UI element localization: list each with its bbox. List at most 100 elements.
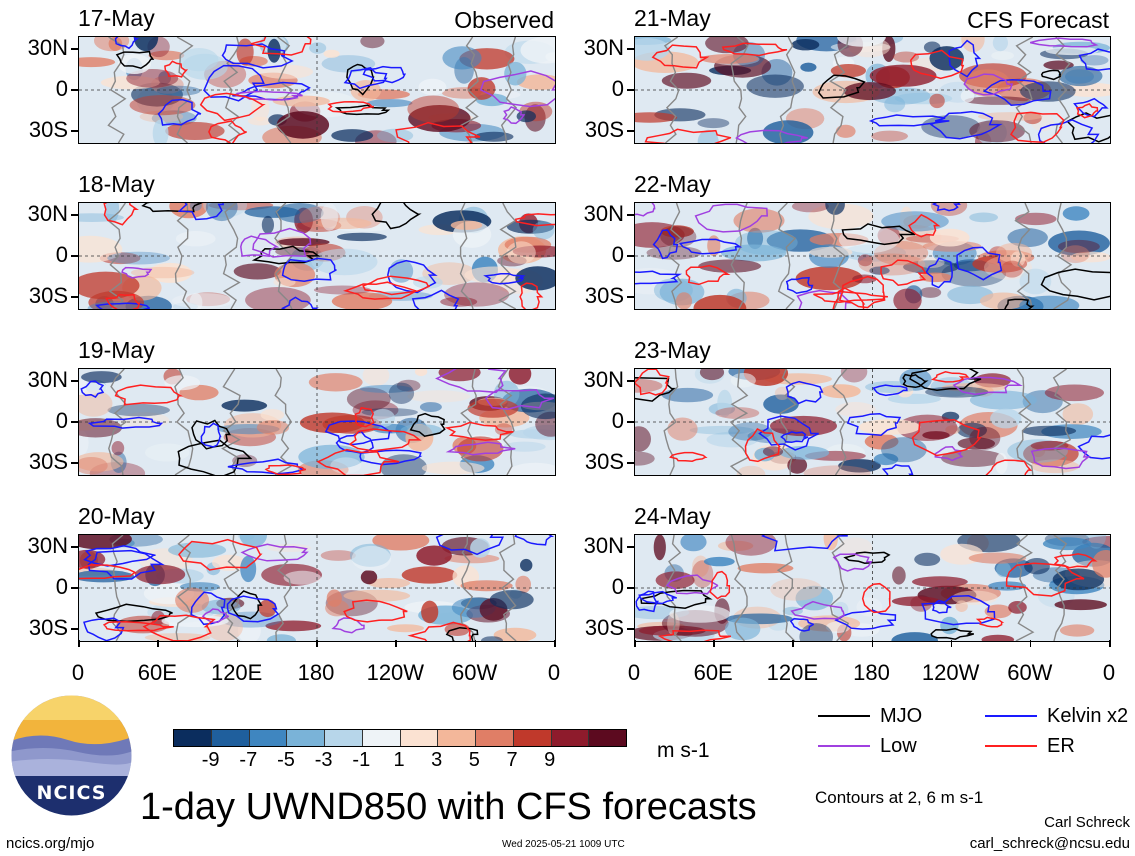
anomaly-blob bbox=[991, 51, 1014, 61]
lon-tick-label: 60W bbox=[1007, 660, 1053, 685]
contour-low bbox=[735, 129, 808, 143]
contour-low bbox=[1030, 37, 1099, 48]
anomaly-blob bbox=[856, 597, 883, 617]
anomaly-blob bbox=[981, 634, 1015, 641]
anomaly-blob bbox=[245, 287, 311, 309]
anomaly-blob bbox=[984, 604, 1012, 619]
contour-kelvin-x2 bbox=[343, 66, 388, 90]
anomaly-blob bbox=[442, 46, 482, 70]
lon-tick-label: 60E bbox=[137, 660, 177, 685]
anomaly-blob bbox=[79, 379, 108, 395]
lon-tick-label: 60E bbox=[693, 660, 733, 685]
anomaly-blob bbox=[787, 456, 808, 474]
lat-tick-label: 0 bbox=[55, 242, 68, 267]
anomaly-blob bbox=[840, 369, 868, 383]
anomaly-blob bbox=[864, 433, 899, 450]
anomaly-blob bbox=[1044, 384, 1104, 402]
panel-date: 23-May bbox=[634, 337, 711, 363]
lat-tick-label: 0 bbox=[611, 76, 624, 101]
lat-tick bbox=[71, 89, 78, 91]
lon-tick-label: 120E bbox=[766, 660, 819, 685]
contour-mjo bbox=[841, 223, 916, 246]
anomaly-blob bbox=[133, 37, 159, 52]
coastline bbox=[223, 37, 242, 143]
anomaly-blob bbox=[337, 232, 387, 242]
anomaly-blob bbox=[172, 302, 198, 309]
anomaly-blob bbox=[259, 64, 314, 79]
anomaly-blob bbox=[148, 50, 185, 61]
legend-swatch bbox=[818, 715, 870, 717]
anomaly-blob bbox=[715, 407, 760, 419]
lat-tick-label: 0 bbox=[611, 408, 624, 433]
contour-low bbox=[635, 203, 656, 217]
anomaly-blob bbox=[717, 389, 733, 418]
anomaly-blob bbox=[79, 57, 116, 68]
anomaly-blob bbox=[969, 120, 1025, 143]
contour-mjo bbox=[371, 203, 422, 230]
anomaly-blob bbox=[838, 459, 881, 473]
lon-tick bbox=[395, 640, 397, 647]
anomaly-blob bbox=[413, 276, 443, 289]
panel-date: 19-May bbox=[78, 337, 155, 363]
contour-kelvin-x2 bbox=[846, 412, 902, 436]
anomaly-blob bbox=[481, 636, 503, 641]
lat-tick bbox=[627, 587, 634, 589]
anomaly-blob bbox=[725, 535, 777, 556]
wind-anomaly-map bbox=[79, 369, 555, 475]
contour-er bbox=[348, 428, 422, 452]
anomaly-blob bbox=[996, 562, 1011, 578]
author-name: Carl Schreck bbox=[1044, 814, 1130, 831]
map-panel-23-May bbox=[634, 368, 1111, 476]
anomaly-blob bbox=[1062, 206, 1090, 221]
contour-er bbox=[444, 421, 514, 441]
lat-tick bbox=[627, 89, 634, 91]
anomaly-blob bbox=[508, 369, 532, 385]
lat-tick bbox=[71, 380, 78, 382]
contour-mjo bbox=[251, 245, 321, 265]
anomaly-blob bbox=[326, 589, 342, 607]
anomaly-blob bbox=[843, 82, 896, 101]
coastline bbox=[1014, 203, 1033, 309]
coastline bbox=[108, 369, 128, 475]
anomaly-blob bbox=[697, 118, 730, 129]
anomaly-blob bbox=[474, 131, 514, 142]
anomaly-blob bbox=[331, 129, 374, 142]
map-panel-21-May bbox=[634, 36, 1111, 144]
anomaly-blob bbox=[1080, 55, 1109, 66]
contour-er bbox=[264, 464, 307, 475]
anomaly-blob bbox=[359, 384, 412, 393]
anomaly-blob bbox=[79, 390, 113, 417]
anomaly-blob bbox=[1015, 212, 1057, 226]
lat-tick-label: 30S bbox=[584, 283, 624, 308]
legend-swatch bbox=[985, 715, 1037, 717]
contour-kelvin-x2 bbox=[758, 415, 819, 451]
coastline bbox=[221, 369, 241, 475]
anomaly-blob bbox=[1092, 550, 1110, 578]
contour-kelvin-x2 bbox=[678, 238, 743, 255]
lat-tick-label: 30S bbox=[28, 449, 68, 474]
contour-er bbox=[975, 616, 1005, 628]
anomaly-blob bbox=[968, 552, 1027, 564]
anomaly-blob bbox=[129, 95, 196, 116]
contour-er bbox=[669, 451, 708, 462]
lat-tick bbox=[627, 130, 634, 132]
anomaly-blob bbox=[969, 426, 1001, 450]
anomaly-blob bbox=[506, 219, 554, 234]
anomaly-blob bbox=[321, 55, 376, 73]
lon-tick-label: 0 bbox=[627, 660, 641, 685]
anomaly-blob bbox=[969, 212, 998, 223]
anomaly-blob bbox=[377, 128, 414, 143]
anomaly-blob bbox=[416, 545, 452, 566]
anomaly-blob bbox=[871, 130, 908, 142]
anomaly-blob bbox=[460, 580, 513, 592]
anomaly-blob bbox=[821, 384, 861, 399]
coastline bbox=[777, 203, 797, 309]
contour-mjo bbox=[94, 603, 173, 623]
anomaly-blob bbox=[803, 465, 871, 475]
lat-tick-label: 30S bbox=[584, 449, 624, 474]
panel-date: 21-May bbox=[634, 5, 711, 31]
anomaly-blob bbox=[762, 120, 814, 143]
contour-mjo bbox=[445, 626, 479, 641]
coastline bbox=[1016, 369, 1034, 475]
legend-swatch bbox=[818, 745, 870, 747]
